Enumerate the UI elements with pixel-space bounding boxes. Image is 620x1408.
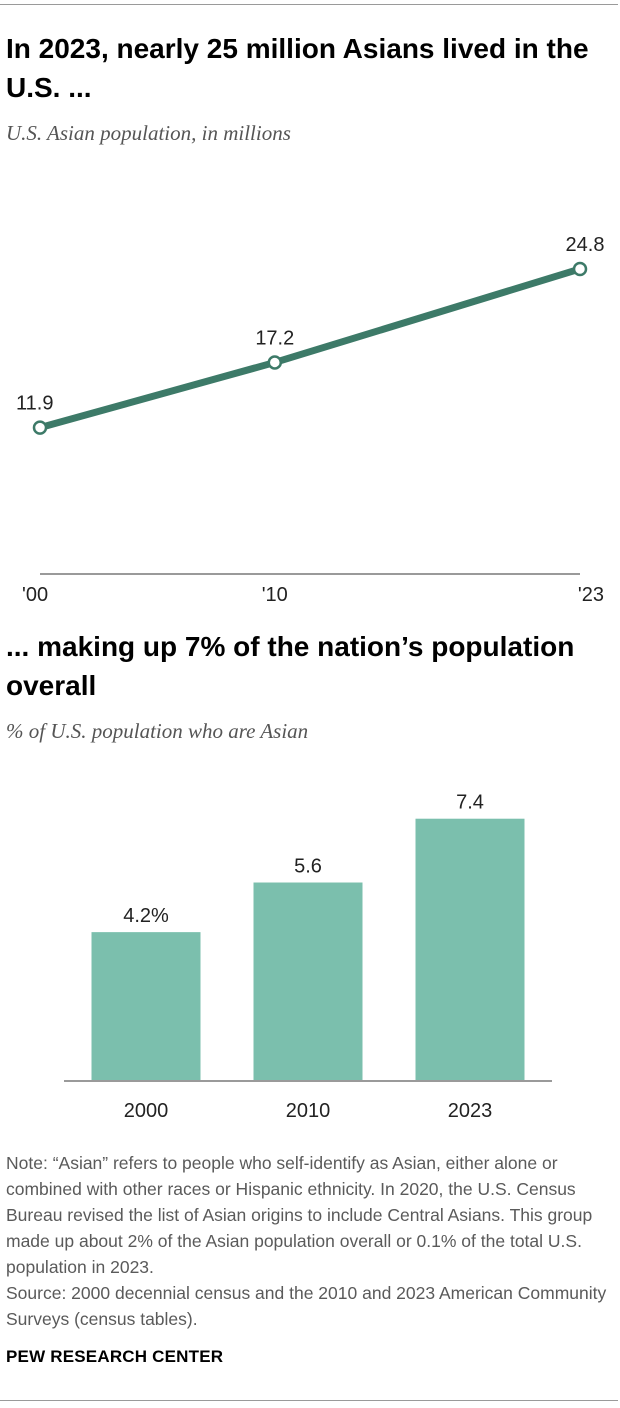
bar bbox=[253, 882, 363, 1081]
note-text: Note: “Asian” refers to people who self-… bbox=[6, 1153, 593, 1277]
chart-note: Note: “Asian” refers to people who self-… bbox=[6, 1150, 612, 1332]
x-tick-label: '23 bbox=[578, 584, 604, 606]
bar-value-label: 5.6 bbox=[294, 856, 322, 878]
bottom-rule bbox=[0, 1400, 618, 1401]
bar-chart-title: ... making up 7% of the nation’s populat… bbox=[6, 631, 575, 701]
source-text: Source: 2000 decennial census and the 20… bbox=[6, 1283, 607, 1329]
line-chart-title: In 2023, nearly 25 million Asians lived … bbox=[6, 33, 589, 103]
category-label: 2000 bbox=[124, 1100, 169, 1122]
data-label: 24.8 bbox=[566, 234, 605, 256]
data-label: 17.2 bbox=[255, 327, 294, 349]
data-point bbox=[572, 261, 588, 277]
bar bbox=[91, 932, 201, 1081]
line-chart: '00 '10 '23 11.9 17.2 24.8 bbox=[16, 234, 605, 606]
data-point bbox=[267, 355, 283, 370]
bar-value-label: 7.4 bbox=[456, 792, 484, 814]
data-point bbox=[32, 420, 48, 435]
line-chart-subtitle: U.S. Asian population, in millions bbox=[6, 121, 291, 145]
category-label: 2010 bbox=[286, 1100, 331, 1122]
data-label: 11.9 bbox=[16, 393, 53, 415]
x-tick-label: '00 bbox=[22, 584, 48, 606]
category-label: 2023 bbox=[448, 1100, 493, 1122]
bar-chart: 4.2% 2000 5.6 2010 7.4 2023 bbox=[64, 792, 552, 1122]
x-tick-label: '10 bbox=[262, 584, 288, 606]
pew-research-center-logo: PEW RESEARCH CENTER bbox=[6, 1347, 224, 1366]
bar-chart-subtitle: % of U.S. population who are Asian bbox=[6, 719, 309, 743]
bar bbox=[415, 818, 525, 1081]
bar-value-label: 4.2% bbox=[123, 905, 169, 927]
top-rule bbox=[0, 4, 618, 5]
series-line bbox=[36, 265, 584, 432]
